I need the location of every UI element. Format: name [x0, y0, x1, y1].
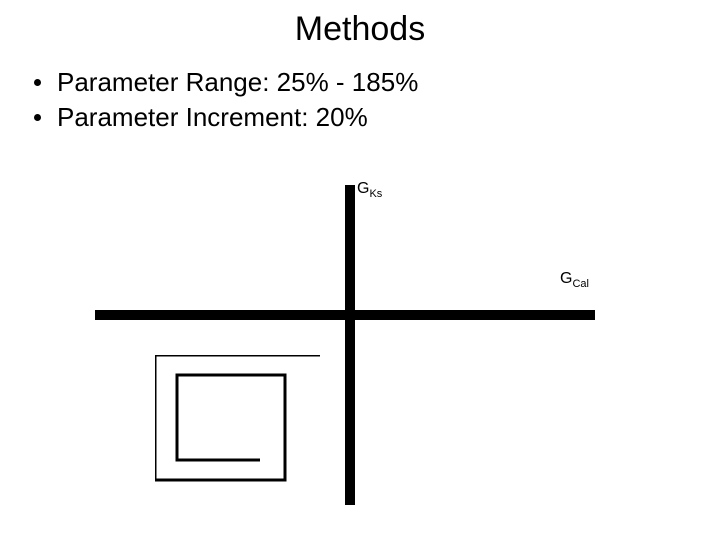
spiral-icon: [155, 355, 335, 495]
vertical-axis: [345, 185, 355, 505]
label-main: G: [560, 270, 572, 287]
label-subscript: Cal: [572, 278, 589, 290]
axis-diagram: GKs GCal: [95, 180, 615, 520]
bullet-icon: [34, 79, 41, 86]
label-subscript: Ks: [369, 188, 382, 200]
bullet-list: Parameter Range: 25% - 185% Parameter In…: [34, 67, 720, 133]
label-main: G: [357, 180, 369, 197]
bullet-text: Parameter Range: 25% - 185%: [57, 67, 418, 98]
list-item: Parameter Range: 25% - 185%: [34, 67, 720, 98]
x-axis-label: GCal: [560, 270, 589, 290]
list-item: Parameter Increment: 20%: [34, 102, 720, 133]
page-title: Methods: [0, 0, 720, 49]
horizontal-axis: [95, 310, 595, 320]
y-axis-label: GKs: [357, 180, 382, 200]
bullet-text: Parameter Increment: 20%: [57, 102, 368, 133]
bullet-icon: [34, 114, 41, 121]
